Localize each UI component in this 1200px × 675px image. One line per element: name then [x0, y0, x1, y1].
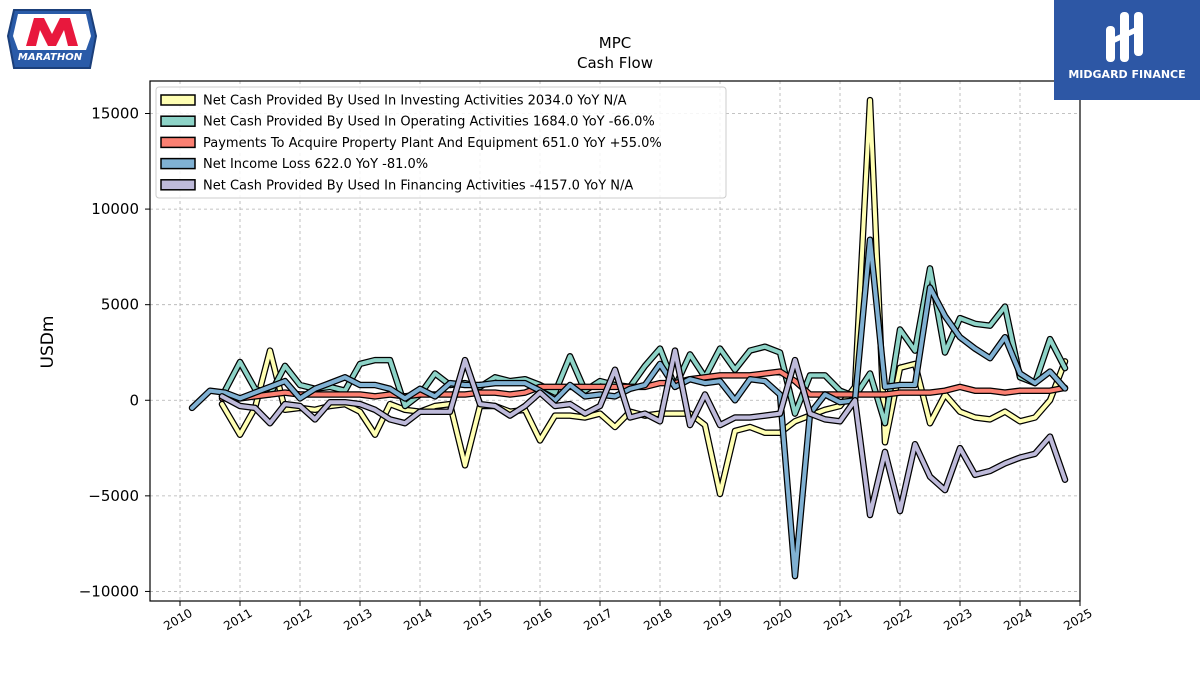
series-5-line [218, 347, 1069, 519]
series-layer [188, 96, 1069, 580]
y-tick-label: −10000 [79, 582, 139, 600]
legend: Net Cash Provided By Used In Investing A… [155, 86, 727, 199]
x-tick-label: 2022 [881, 606, 914, 633]
x-tick-label: 2024 [1001, 606, 1034, 633]
legend-entry-3: Payments To Acquire Property Plant And E… [203, 136, 662, 151]
y-tick-label: 10000 [91, 200, 139, 218]
x-tick-label: 2011 [221, 606, 254, 633]
marathon-badge-icon [6, 9, 98, 69]
y-tick-label: 0 [129, 391, 139, 409]
y-tick-label: −5000 [88, 487, 139, 505]
legend-swatch [160, 157, 196, 170]
y-axis-label: USDm [38, 316, 58, 369]
x-tick-label: 2023 [941, 606, 974, 633]
x-tick-label: 2018 [641, 606, 674, 633]
legend-entry-1: Net Cash Provided By Used In Investing A… [203, 94, 627, 109]
legend-swatch [160, 94, 196, 106]
midgard-logo-text: MIDGARD FINANCE [1068, 68, 1186, 81]
plot-frame [149, 80, 1081, 602]
x-tick-label: 2013 [341, 606, 374, 633]
legend-swatch [160, 136, 196, 149]
legend-entry-4: Net Income Loss 622.0 YoY -81.0% [203, 157, 428, 172]
legend-swatch [160, 115, 196, 127]
chart-title: MPC [599, 34, 631, 52]
legend-swatch [160, 179, 196, 191]
legend-entry-2: Net Cash Provided By Used In Operating A… [203, 115, 655, 130]
x-tick-label: 2010 [161, 606, 194, 633]
x-tick-label: 2012 [281, 606, 314, 633]
y-tick-label: 15000 [91, 105, 139, 123]
x-tick-label: 2025 [1061, 606, 1094, 633]
x-tick-label: 2019 [701, 606, 734, 633]
legend-entry-5: Net Cash Provided By Used In Financing A… [203, 178, 633, 193]
marathon-logo: MARATHON [4, 6, 100, 76]
chart-subtitle: Cash Flow [577, 54, 653, 72]
midgard-finance-logo: MIDGARD FINANCE [1054, 0, 1200, 100]
midgard-mark-icon [1106, 12, 1143, 62]
x-tick-label: 2020 [761, 606, 794, 633]
x-tick-label: 2016 [521, 606, 554, 633]
x-tick-label: 2015 [461, 606, 494, 633]
x-tick-label: 2021 [821, 606, 854, 633]
marathon-logo-text: MARATHON [17, 52, 83, 63]
series-2-line [218, 265, 1069, 427]
x-tick-label: 2014 [401, 606, 434, 633]
series-4-line [188, 236, 1069, 580]
x-tick-label: 2017 [581, 606, 614, 633]
y-tick-label: 5000 [101, 296, 139, 314]
legend-box [155, 86, 727, 199]
